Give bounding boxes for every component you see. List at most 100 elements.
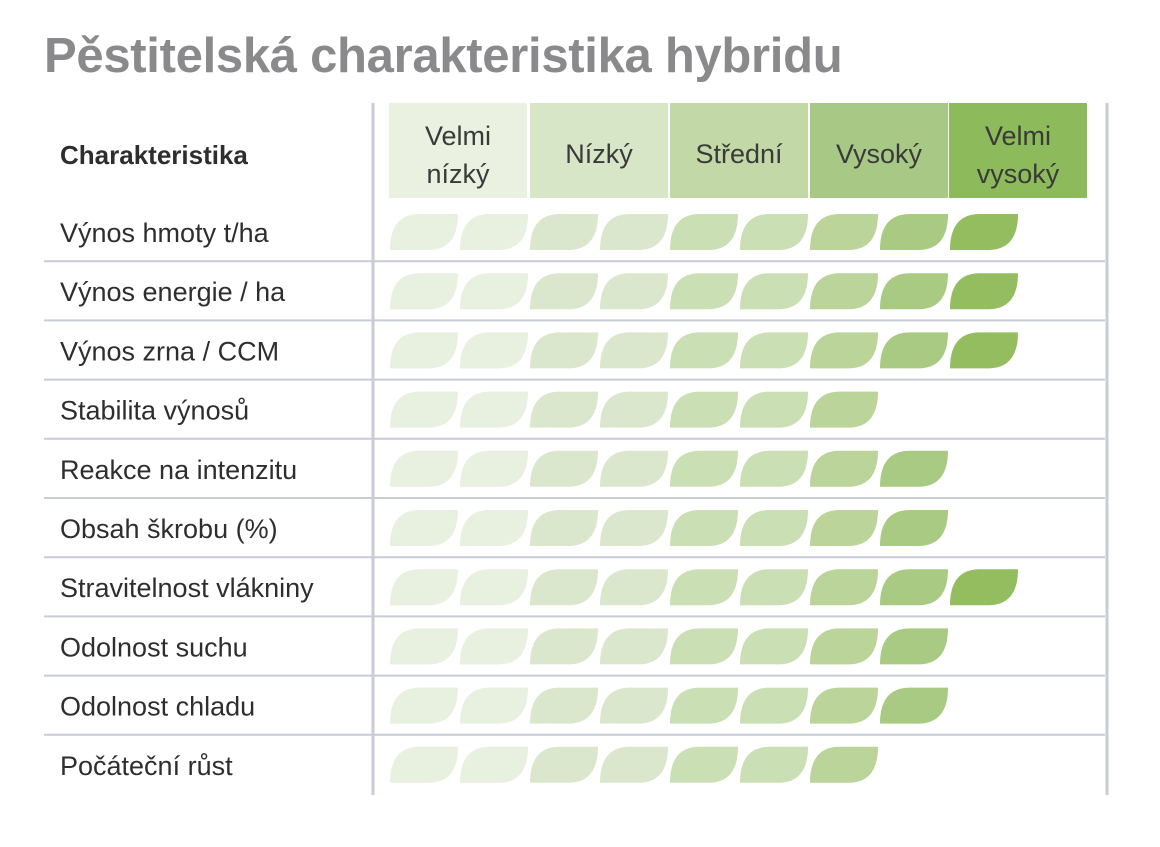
rating-leaf (460, 450, 528, 487)
rating-leaf (880, 332, 948, 369)
rating-row: Stabilita výnosů (60, 391, 878, 428)
rating-leaf (670, 214, 738, 250)
rating-leaf (810, 450, 878, 487)
row-label: Stravitelnost vlákniny (60, 573, 314, 603)
rating-rows: Výnos hmoty t/ha Výnos energie / ha Výnos … (60, 214, 1018, 783)
rating-row: Výnos hmoty t/ha (60, 214, 1018, 250)
rating-leaf (670, 391, 738, 428)
rating-leaf (530, 214, 598, 250)
scale-header-label: Nízký (565, 139, 633, 169)
rating-leaf (460, 746, 528, 783)
rating-leaf (390, 332, 458, 369)
rating-leaf (390, 687, 458, 724)
rating-leaf (460, 569, 528, 606)
rating-leaf (740, 687, 808, 724)
row-label: Reakce na intenzitu (60, 455, 297, 485)
rating-leaf (740, 214, 808, 250)
rating-leaf (810, 273, 878, 310)
row-label: Výnos hmoty t/ha (60, 218, 270, 248)
rating-leaf (600, 569, 668, 606)
rating-leaf (390, 628, 458, 665)
grid-lines (44, 103, 1109, 795)
rating-leaf (390, 273, 458, 310)
scale-header-label: Velmi (985, 121, 1051, 151)
rating-leaf (810, 214, 878, 250)
rating-row: Odolnost chladu (60, 687, 948, 724)
rating-leaf (460, 510, 528, 546)
rating-leaf (810, 569, 878, 606)
rating-leaf (950, 569, 1018, 606)
rating-leaf (670, 569, 738, 606)
rating-leaf (740, 391, 808, 428)
rating-row: Reakce na intenzitu (60, 450, 948, 487)
rating-row: Stravitelnost vlákniny (60, 569, 1018, 606)
rating-leaf (880, 569, 948, 606)
rating-leaf (530, 332, 598, 369)
rating-leaf (530, 391, 598, 428)
rating-leaf (460, 687, 528, 724)
rating-leaf (460, 628, 528, 665)
row-label: Počáteční růst (60, 751, 233, 781)
scale-header-label: Střední (695, 139, 783, 169)
scale-header-cell (810, 103, 948, 198)
rating-leaf (460, 273, 528, 310)
rating-leaf (600, 450, 668, 487)
rating-leaf (670, 746, 738, 783)
rating-leaf (670, 273, 738, 310)
rating-leaf (600, 746, 668, 783)
row-label: Odolnost chladu (60, 692, 255, 722)
rating-leaf (740, 569, 808, 606)
rating-leaf (740, 628, 808, 665)
rating-leaf (670, 510, 738, 546)
rating-leaf (530, 687, 598, 724)
rating-leaf (530, 450, 598, 487)
row-label: Výnos energie / ha (60, 277, 286, 307)
rating-leaf (810, 628, 878, 665)
rating-leaf (670, 332, 738, 369)
rating-leaf (530, 510, 598, 546)
rating-row: Obsah škrobu (%) (60, 510, 948, 546)
scale-header-cell (389, 103, 527, 198)
rating-row: Odolnost suchu (60, 628, 948, 665)
rating-leaf (810, 687, 878, 724)
rating-leaf (390, 391, 458, 428)
rating-leaf (950, 214, 1018, 250)
rating-leaf (950, 332, 1018, 369)
rating-leaf (460, 214, 528, 250)
rating-leaf (530, 273, 598, 310)
rating-leaf (880, 273, 948, 310)
rating-leaf (740, 450, 808, 487)
rating-leaf (600, 332, 668, 369)
column-title: Charakteristika (60, 140, 248, 170)
page-title: Pěstitelská charakteristika hybridu (44, 29, 843, 83)
rating-leaf (600, 273, 668, 310)
rating-leaf (880, 214, 948, 250)
scale-header: Charakteristika Velmi nízký Nízký Střední Vys… (60, 103, 1087, 198)
rating-leaf (390, 746, 458, 783)
rating-leaf (390, 510, 458, 546)
rating-leaf (740, 273, 808, 310)
rating-leaf (810, 510, 878, 546)
rating-leaf (740, 332, 808, 369)
rating-leaf (390, 569, 458, 606)
rating-leaf (880, 450, 948, 487)
rating-leaf (460, 332, 528, 369)
rating-leaf (460, 391, 528, 428)
row-label: Výnos zrna / CCM (60, 336, 279, 366)
rating-leaf (810, 332, 878, 369)
rating-leaf (740, 746, 808, 783)
scale-header-label: Velmi (425, 121, 491, 151)
rating-leaf (740, 510, 808, 546)
row-label: Stabilita výnosů (60, 396, 249, 426)
scale-header-cell (670, 103, 808, 198)
rating-row: Výnos energie / ha (60, 273, 1018, 310)
rating-leaf (530, 628, 598, 665)
rating-leaf (670, 450, 738, 487)
rating-leaf (530, 569, 598, 606)
rating-leaf (670, 687, 738, 724)
rating-leaf (600, 628, 668, 665)
rating-leaf (880, 628, 948, 665)
scale-header-cell (530, 103, 668, 198)
rating-leaf (880, 687, 948, 724)
